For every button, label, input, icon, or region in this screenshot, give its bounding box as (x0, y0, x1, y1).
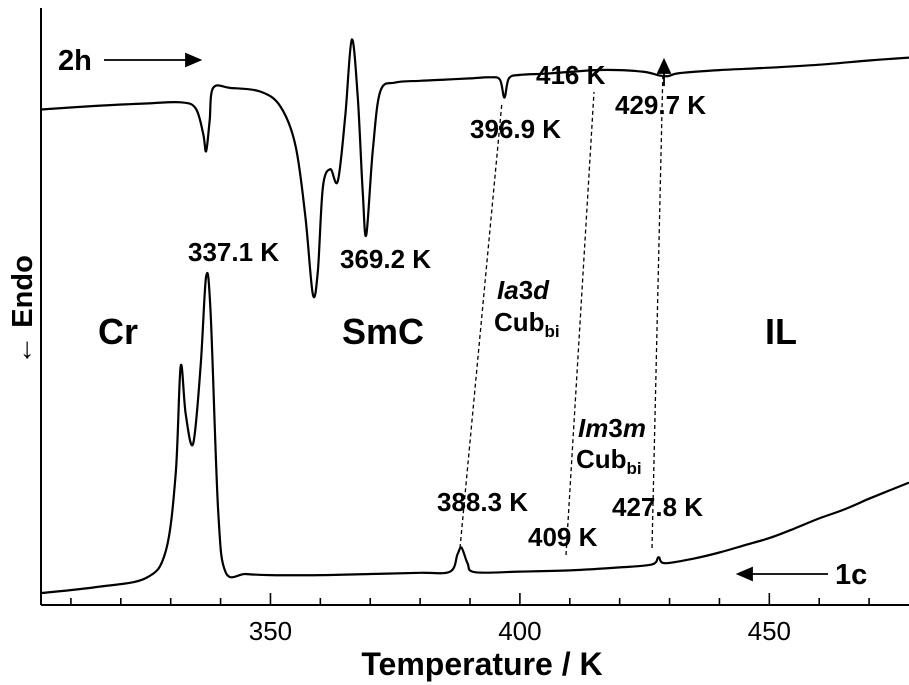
peak-label-427: 427.8 K (612, 492, 703, 522)
phase-label-im3m: Im3m (578, 413, 646, 443)
phase-label-cub-1: Cubbi (494, 307, 560, 341)
peak-label-416: 416 K (536, 60, 606, 90)
peak-label-409: 409 K (528, 522, 598, 552)
heating-arrowhead (185, 52, 203, 68)
phase-label-cr: Cr (98, 311, 138, 352)
series-line-2h (40, 38, 909, 299)
transition-guide-cub-cub (565, 91, 595, 556)
series-line-1c (40, 271, 909, 595)
y-axis-label: ← Endo (7, 255, 39, 365)
phase-label-cub-2: Cubbi (576, 444, 642, 478)
peak-label-369: 369.2 K (340, 244, 431, 274)
cooling-arrowhead (735, 566, 753, 582)
peak-label-388: 388.3 K (437, 487, 528, 517)
x-tick-label: 350 (249, 616, 292, 646)
phase-label-smc: SmC (342, 311, 424, 352)
x-tick-label: 400 (498, 616, 541, 646)
transition-guide-ia3d (459, 101, 503, 549)
heating-series-label: 2h (58, 45, 92, 77)
transition-429-arrowhead (656, 57, 672, 74)
x-tick-label: 450 (748, 616, 791, 646)
peak-label-429: 429.7 K (615, 90, 706, 120)
x-axis-label: Temperature / K (361, 646, 602, 682)
peak-label-396: 396.9 K (470, 114, 561, 144)
cooling-series-label: 1c (835, 559, 867, 591)
peak-label-337: 337.1 K (188, 237, 279, 267)
phase-label-ia3d: Ia3d (497, 275, 550, 305)
phase-label-il: IL (765, 311, 797, 352)
transition-guide-im3m (651, 66, 664, 549)
